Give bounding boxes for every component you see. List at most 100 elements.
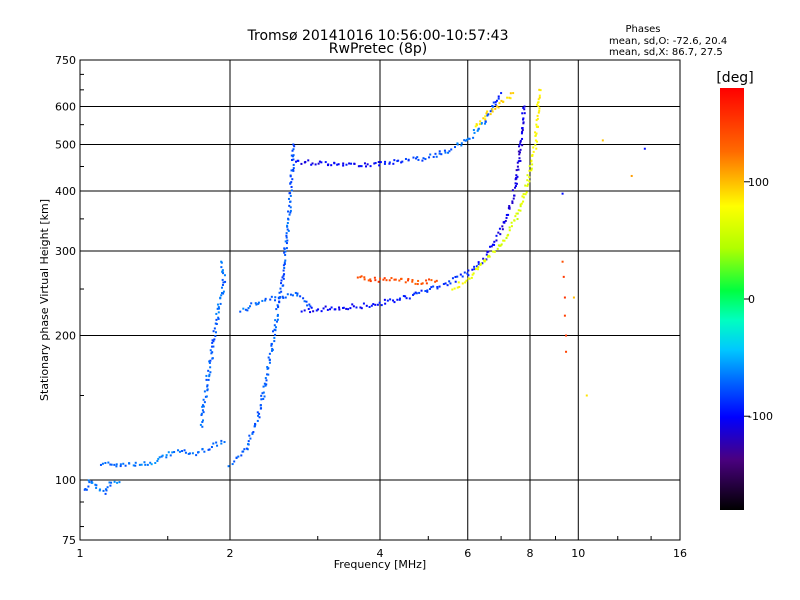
data-point xyxy=(290,169,293,172)
data-point xyxy=(208,373,211,376)
data-point xyxy=(257,301,260,304)
data-point xyxy=(253,425,256,428)
data-point xyxy=(223,274,226,277)
data-point xyxy=(360,307,363,310)
data-point xyxy=(495,99,498,102)
data-point xyxy=(222,290,225,293)
data-point xyxy=(386,299,389,302)
data-point xyxy=(357,165,360,168)
data-point xyxy=(508,229,511,232)
data-point xyxy=(287,210,290,213)
data-point xyxy=(292,169,295,172)
data-point xyxy=(310,163,313,166)
data-point xyxy=(475,124,478,127)
data-point xyxy=(502,239,505,242)
data-point xyxy=(520,132,523,135)
data-point xyxy=(497,97,500,100)
data-point xyxy=(505,237,508,240)
data-point xyxy=(522,118,525,121)
data-point xyxy=(263,382,266,385)
data-point xyxy=(421,159,424,162)
data-point xyxy=(283,247,286,250)
data-point xyxy=(473,131,476,134)
data-point xyxy=(522,117,525,120)
data-point xyxy=(199,423,202,426)
chart-title: Tromsø 20141016 10:56:00-10:57:43 xyxy=(247,28,509,44)
data-point xyxy=(478,123,481,126)
data-point xyxy=(286,293,289,296)
data-point xyxy=(522,106,525,109)
data-point xyxy=(508,205,511,208)
data-point xyxy=(561,192,564,195)
y-axis-label: Stationary phase Virtual Height [km] xyxy=(38,199,51,401)
data-point xyxy=(281,295,284,298)
data-point xyxy=(269,298,272,301)
data-point xyxy=(505,216,508,219)
data-point xyxy=(532,146,535,149)
data-point xyxy=(524,193,527,196)
data-point xyxy=(244,308,247,311)
data-point xyxy=(538,94,541,97)
data-point xyxy=(275,320,278,323)
data-point xyxy=(107,461,110,464)
colorbar-tick-label: 0 xyxy=(748,293,755,306)
info-box-line-x: mean, sd,X: 86.7, 27.5 xyxy=(609,47,723,58)
data-point xyxy=(242,307,245,310)
data-point xyxy=(393,278,396,281)
data-point xyxy=(512,197,515,200)
data-point xyxy=(210,352,213,355)
data-point xyxy=(215,322,218,325)
data-point xyxy=(378,301,381,304)
data-point xyxy=(315,309,318,312)
data-point xyxy=(523,105,526,108)
data-point xyxy=(514,182,517,185)
data-point xyxy=(407,277,410,280)
plot-frame xyxy=(79,59,681,541)
data-point xyxy=(252,431,255,434)
data-point xyxy=(412,293,415,296)
data-point xyxy=(201,404,204,407)
data-point xyxy=(537,111,540,114)
data-point xyxy=(384,302,387,305)
data-point xyxy=(425,282,428,285)
data-point xyxy=(430,279,433,282)
data-point xyxy=(156,459,159,462)
data-point xyxy=(490,245,493,248)
data-point xyxy=(510,221,513,224)
x-tick-label: 1 xyxy=(77,547,84,560)
data-point xyxy=(138,463,141,466)
data-point xyxy=(286,228,289,231)
data-point xyxy=(271,348,274,351)
data-point xyxy=(207,369,210,372)
data-point xyxy=(494,101,497,104)
data-point xyxy=(291,178,294,181)
data-point xyxy=(503,221,506,224)
data-point xyxy=(106,486,109,489)
data-point xyxy=(379,161,382,164)
data-point xyxy=(308,303,311,306)
data-point xyxy=(165,456,168,459)
data-point xyxy=(484,259,487,262)
data-point xyxy=(518,157,521,160)
data-point xyxy=(207,378,210,381)
data-point xyxy=(456,275,459,278)
data-point xyxy=(364,165,367,168)
data-point xyxy=(262,397,265,400)
data-point xyxy=(113,463,116,466)
data-point xyxy=(347,308,350,311)
data-point xyxy=(289,194,292,197)
data-point xyxy=(530,160,533,163)
data-point xyxy=(99,463,102,466)
data-point xyxy=(500,92,503,95)
data-point xyxy=(282,277,285,280)
data-point xyxy=(492,250,495,253)
data-point xyxy=(216,303,219,306)
data-point xyxy=(509,97,512,100)
data-point xyxy=(109,484,112,487)
data-point xyxy=(279,287,282,290)
data-point xyxy=(110,481,113,484)
x-tick-label: 4 xyxy=(377,547,384,560)
data-point xyxy=(497,95,500,98)
data-point xyxy=(220,442,223,445)
data-point xyxy=(320,310,323,313)
